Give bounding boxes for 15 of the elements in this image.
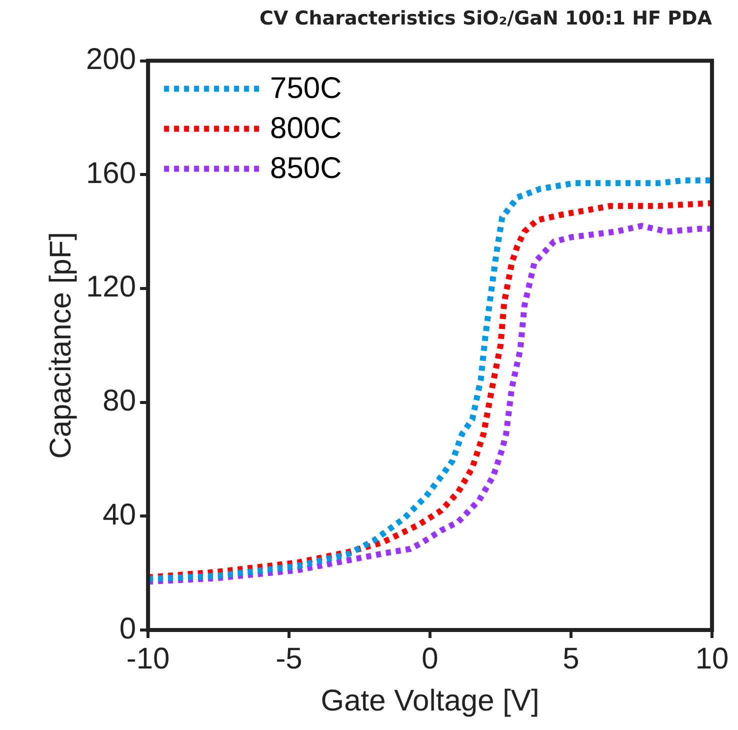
y-tick-label: 40 xyxy=(102,498,136,532)
legend-label: 800C xyxy=(270,112,342,146)
legend-label: 750C xyxy=(270,72,342,106)
y-tick-label: 80 xyxy=(102,384,136,418)
legend-label: 850C xyxy=(270,152,342,186)
y-tick-label: 160 xyxy=(86,156,136,190)
chart-title: CV Characteristics SiO₂/GaN 100:1 HF PDA xyxy=(260,7,712,30)
x-tick-label: 5 xyxy=(562,642,580,676)
x-tick-label: -5 xyxy=(276,642,302,676)
y-tick-label: 120 xyxy=(86,270,136,304)
y-tick-label: 200 xyxy=(86,43,136,76)
x-tick-label: 0 xyxy=(422,642,438,676)
x-axis-title: Gate Voltage [V] xyxy=(320,684,540,718)
y-axis-title: Capacitance [pF] xyxy=(44,232,78,459)
x-tick-label: 10 xyxy=(695,642,729,676)
